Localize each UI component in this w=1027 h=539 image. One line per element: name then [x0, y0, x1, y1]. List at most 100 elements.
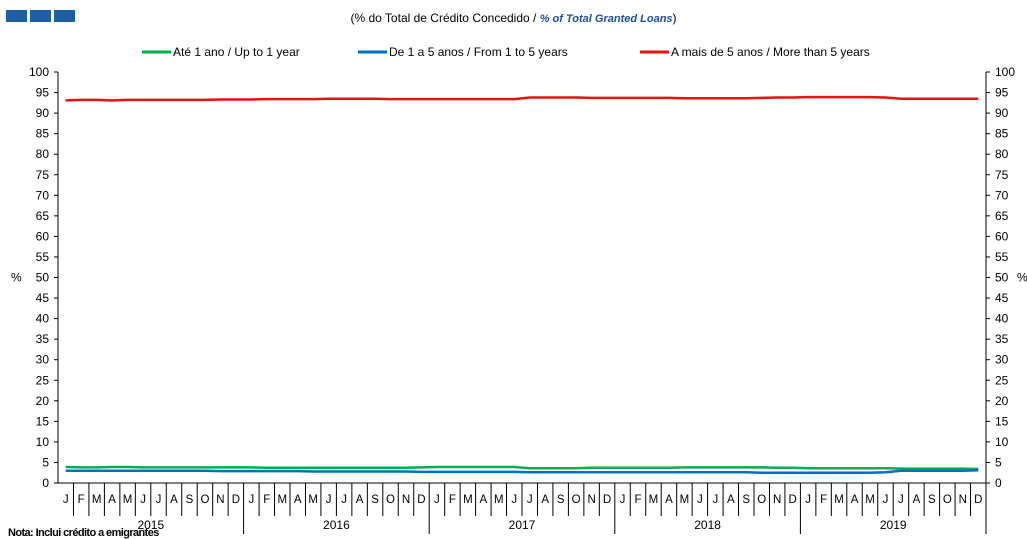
y-tick-label-right: 85 — [995, 127, 1009, 141]
month-label: J — [248, 494, 254, 506]
y-tick-label-left: 100 — [29, 65, 49, 79]
y-tick-label-left: 35 — [36, 332, 50, 346]
month-label: N — [959, 494, 967, 506]
month-label: A — [913, 494, 921, 506]
month-label: D — [603, 494, 611, 506]
month-label: A — [541, 494, 549, 506]
month-label: N — [402, 494, 410, 506]
month-label: J — [883, 494, 889, 506]
y-tick-label-left: 50 — [36, 271, 50, 285]
month-label: F — [449, 494, 456, 506]
y-tick-label-right: 50 — [995, 271, 1009, 285]
month-label: D — [789, 494, 797, 506]
month-label: A — [108, 494, 116, 506]
month-label: F — [78, 494, 85, 506]
year-label: 2015 — [137, 518, 164, 532]
title-close: ) — [672, 11, 677, 25]
y-tick-label-right: 35 — [995, 332, 1009, 346]
y-tick-label-left: 40 — [36, 312, 50, 326]
y-axis-label-left: % — [11, 271, 22, 285]
month-label: M — [649, 494, 659, 506]
y-tick-label-right: 55 — [995, 250, 1009, 264]
y-tick-label-left: 80 — [36, 147, 50, 161]
month-label: J — [898, 494, 904, 506]
y-tick-label-left: 90 — [36, 106, 50, 120]
y-tick-label-right: 95 — [995, 86, 1009, 100]
month-label: M — [123, 494, 133, 506]
year-label: 2018 — [694, 518, 721, 532]
month-label: D — [417, 494, 425, 506]
legend-label-2: De 1 a 5 anos / From 1 to 5 years — [389, 45, 568, 59]
y-tick-label-right: 100 — [995, 65, 1015, 79]
month-label: F — [263, 494, 270, 506]
bank-logo-icon — [6, 10, 75, 22]
title-english: % of Total Granted Loans — [539, 13, 673, 25]
month-label: N — [773, 494, 781, 506]
month-label: O — [572, 494, 581, 506]
y-tick-label-left: 70 — [36, 188, 50, 202]
month-label: D — [974, 494, 982, 506]
y-tick-label-right: 5 — [995, 455, 1002, 469]
month-label: N — [216, 494, 224, 506]
y-tick-label-left: 85 — [36, 127, 50, 141]
month-label: A — [727, 494, 735, 506]
month-label: M — [834, 494, 844, 506]
month-label: S — [928, 494, 936, 506]
month-label: M — [463, 494, 473, 506]
year-label: 2016 — [323, 518, 350, 532]
month-label: M — [865, 494, 875, 506]
legend-label-3: A mais de 5 anos / More than 5 years — [671, 45, 870, 59]
y-tick-label-left: 95 — [36, 86, 50, 100]
month-label: J — [140, 494, 146, 506]
y-tick-label-left: 65 — [36, 209, 50, 223]
series-line-1 — [65, 465, 979, 471]
y-axis-label-right: % — [1017, 271, 1027, 285]
y-tick-label-right: 10 — [995, 435, 1009, 449]
month-label: J — [712, 494, 718, 506]
month-label: F — [634, 494, 641, 506]
month-label: A — [851, 494, 859, 506]
month-label: O — [200, 494, 209, 506]
month-label: O — [386, 494, 395, 506]
month-label: F — [820, 494, 827, 506]
month-label: S — [557, 494, 565, 506]
month-label: A — [170, 494, 178, 506]
series-line-3 — [65, 95, 979, 102]
month-label: J — [63, 494, 69, 506]
y-tick-label-right: 75 — [995, 168, 1009, 182]
y-tick-label-right: 45 — [995, 291, 1009, 305]
month-label: J — [511, 494, 517, 506]
month-label: S — [186, 494, 194, 506]
y-tick-label-left: 0 — [42, 476, 49, 490]
y-tick-label-right: 90 — [995, 106, 1009, 120]
month-label: A — [479, 494, 487, 506]
y-tick-label-right: 60 — [995, 229, 1009, 243]
month-label: A — [294, 494, 302, 506]
month-label: J — [326, 494, 332, 506]
month-label: M — [277, 494, 287, 506]
month-label: J — [527, 494, 533, 506]
y-tick-label-left: 30 — [36, 353, 50, 367]
y-tick-label-right: 25 — [995, 373, 1009, 387]
y-tick-label-left: 75 — [36, 168, 50, 182]
month-label: J — [620, 494, 626, 506]
month-label: M — [494, 494, 504, 506]
y-tick-label-right: 30 — [995, 353, 1009, 367]
y-tick-label-left: 55 — [36, 250, 50, 264]
y-tick-label-right: 15 — [995, 414, 1009, 428]
legend-label-1: Até 1 ano / Up to 1 year — [173, 45, 300, 59]
month-label: S — [371, 494, 379, 506]
month-label: J — [805, 494, 811, 506]
y-tick-label-right: 80 — [995, 147, 1009, 161]
y-tick-label-right: 20 — [995, 394, 1009, 408]
y-tick-label-right: 0 — [995, 476, 1002, 490]
y-tick-label-left: 25 — [36, 373, 50, 387]
y-tick-label-left: 60 — [36, 229, 50, 243]
y-tick-label-right: 65 — [995, 209, 1009, 223]
y-tick-label-left: 15 — [36, 414, 50, 428]
year-label: 2019 — [880, 518, 907, 532]
title-portuguese: (% do Total de Crédito Concedido / — [350, 11, 540, 25]
month-label: J — [341, 494, 347, 506]
series-line-2 — [65, 469, 979, 474]
